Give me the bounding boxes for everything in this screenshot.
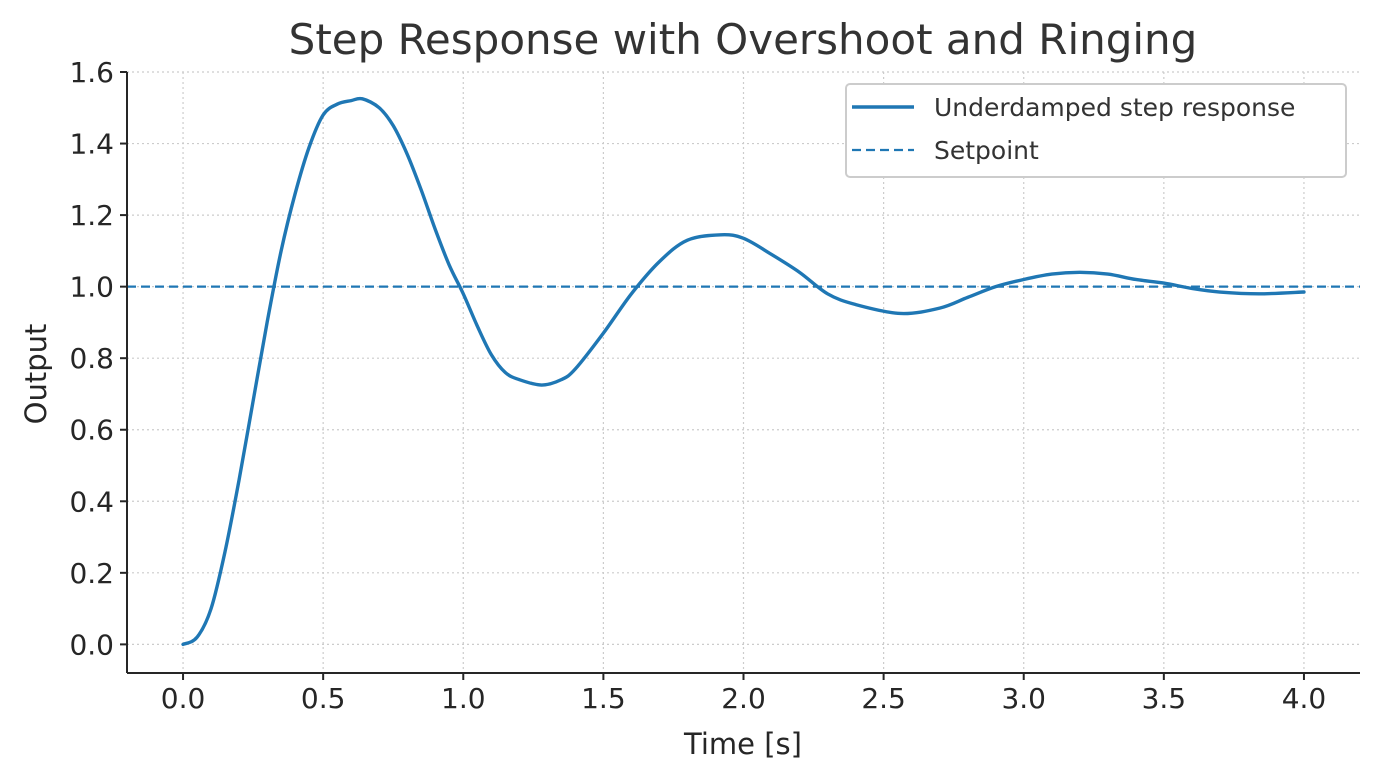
y-tick-label: 0.0 <box>69 628 114 661</box>
x-axis-label: Time [s] <box>683 727 802 761</box>
x-tick-label: 0.5 <box>301 682 346 715</box>
y-tick-label: 0.6 <box>69 414 114 447</box>
y-axis-ticks: 0.0 0.2 0.4 0.6 0.8 1.0 1.2 1.4 1.6 <box>69 56 127 661</box>
chart-title: Step Response with Overshoot and Ringing <box>289 15 1198 64</box>
x-tick-label: 3.5 <box>1142 682 1187 715</box>
y-tick-label: 1.6 <box>69 56 114 89</box>
x-tick-label: 2.5 <box>861 682 906 715</box>
x-tick-label: 0.0 <box>161 682 206 715</box>
y-tick-label: 0.4 <box>69 485 114 518</box>
y-tick-label: 1.0 <box>69 271 114 304</box>
series-layer <box>127 96 1360 647</box>
y-tick-label: 1.4 <box>69 128 114 161</box>
x-tick-label: 4.0 <box>1282 682 1327 715</box>
legend-label-setpoint: Setpoint <box>934 136 1039 165</box>
legend: Underdamped step response Setpoint <box>845 83 1347 178</box>
x-axis-ticks: 0.0 0.5 1.0 1.5 2.0 2.5 3.0 3.5 4.0 <box>161 673 1326 715</box>
x-tick-label: 3.0 <box>1001 682 1046 715</box>
y-tick-label: 0.2 <box>69 557 114 590</box>
y-tick-label: 0.8 <box>69 342 114 375</box>
x-tick-label: 1.5 <box>581 682 626 715</box>
y-tick-label: 1.2 <box>69 199 114 232</box>
x-tick-label: 2.0 <box>721 682 766 715</box>
legend-label-response: Underdamped step response <box>934 93 1295 122</box>
legend-box <box>845 83 1347 178</box>
y-axis-label: Output <box>19 324 53 425</box>
x-tick-label: 1.0 <box>441 682 486 715</box>
step-response-line <box>181 96 1306 647</box>
